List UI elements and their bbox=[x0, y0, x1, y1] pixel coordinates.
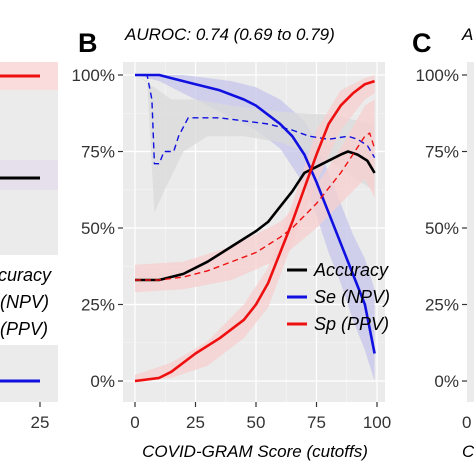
x-axis-title: COVID-GRAM Score (cutoffs) bbox=[142, 442, 368, 461]
y-tick-label: 25% bbox=[81, 296, 115, 315]
x-tick-label: 25 bbox=[186, 413, 205, 432]
right-y-ticks: 100% 75% 50% 25% 0% bbox=[416, 66, 467, 391]
left-legend-label-3: (PPV) bbox=[0, 319, 48, 339]
right-x-tick-fragment: 0 bbox=[462, 413, 471, 432]
right-y-tick-label: 100% bbox=[416, 66, 459, 85]
y-tick-label: 75% bbox=[81, 143, 115, 162]
legend-label-se-npv: Se (NPV) bbox=[314, 287, 390, 307]
series-line-ppv bbox=[135, 132, 376, 281]
right-panel: C A 100% 75% 50% 25% 0% 0 C bbox=[412, 25, 474, 461]
series-lines bbox=[134, 73, 376, 383]
left-panel-band-mid bbox=[0, 160, 58, 190]
legend-label-accuracy: Accuracy bbox=[313, 260, 389, 280]
x-tick-label: 50 bbox=[247, 413, 266, 432]
left-panel: curacy (NPV) (PPV) 25 bbox=[0, 62, 58, 432]
right-y-tick-label: 25% bbox=[425, 296, 459, 315]
right-panel-background bbox=[467, 62, 474, 402]
right-x-title-fragment: C bbox=[462, 442, 474, 461]
right-y-tick-label: 75% bbox=[425, 143, 459, 162]
y-tick-label: 0% bbox=[90, 372, 115, 391]
panel-letter-c: C bbox=[412, 28, 432, 58]
x-tick-label: 75 bbox=[307, 413, 326, 432]
y-tick-label: 50% bbox=[81, 219, 115, 238]
series-line-npv bbox=[135, 74, 376, 165]
left-legend-label-2: (NPV) bbox=[0, 292, 49, 312]
left-legend-box bbox=[0, 255, 58, 345]
series-line-se bbox=[135, 73, 376, 354]
x-tick-label: 0 bbox=[130, 413, 139, 432]
series-line-accuracy bbox=[135, 150, 376, 282]
panel-letter-b: B bbox=[78, 28, 98, 58]
legend: Accuracy Se (NPV) Sp (PPV) bbox=[287, 260, 390, 334]
right-subtitle-fragment: A bbox=[461, 25, 473, 44]
left-legend-label-1: curacy bbox=[0, 265, 52, 285]
axes: 0% 25% 50% 75% 100% 0 25 50 75 100 bbox=[72, 66, 392, 432]
right-y-tick-label: 50% bbox=[425, 219, 459, 238]
left-x-tick-label: 25 bbox=[31, 413, 50, 432]
x-tick-label: 100 bbox=[363, 413, 391, 432]
legend-label-sp-ppv: Sp (PPV) bbox=[314, 314, 389, 334]
right-y-tick-label: 0% bbox=[434, 372, 459, 391]
band-npv bbox=[135, 75, 375, 213]
y-tick-label: 100% bbox=[72, 66, 115, 85]
series-line-sp bbox=[134, 79, 375, 383]
chart-subtitle: AUROC: 0.74 (0.69 to 0.79) bbox=[124, 25, 335, 44]
plot-area bbox=[123, 62, 385, 402]
band-sp bbox=[135, 75, 375, 381]
left-panel-background bbox=[0, 62, 58, 402]
